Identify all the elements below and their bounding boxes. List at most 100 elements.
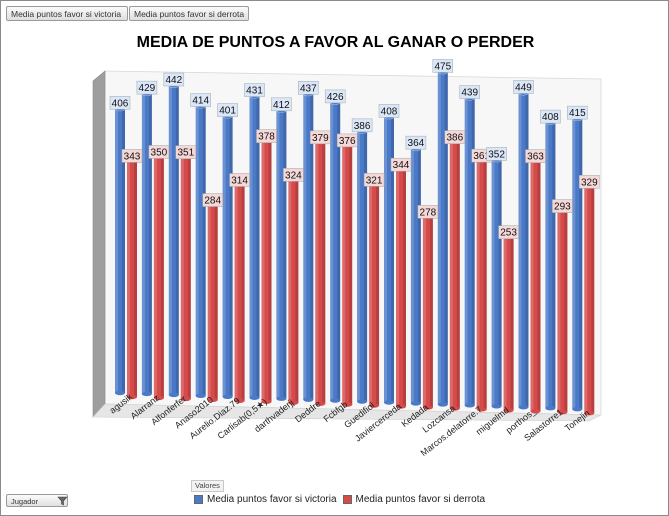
svg-text:431: 431 [246,86,263,97]
bar-derrota [126,154,138,400]
data-label-derrota: 314 [229,173,250,187]
data-label-victoria: 426 [324,89,346,104]
legend-label-derrota: Media puntos favor si derrota [355,494,486,505]
svg-text:376: 376 [339,136,356,147]
svg-text:351: 351 [177,148,194,159]
data-label-derrota: 378 [256,129,277,143]
bar-victoria [545,120,556,411]
svg-text:293: 293 [554,202,571,213]
svg-text:437: 437 [300,83,317,94]
data-label-derrota: 284 [202,193,223,207]
svg-text:350: 350 [151,147,168,158]
data-label-derrota: 329 [579,175,600,189]
bar-victoria [437,69,449,407]
bar-derrota [449,135,461,411]
bar-derrota [503,230,514,413]
svg-text:408: 408 [542,112,559,123]
chart-title: MEDIA DE PUNTOS A FAVOR AL GANAR O PERDE… [136,34,535,51]
legend-swatch-victoria [194,495,203,504]
bar-derrota [180,150,192,402]
data-label-victoria: 352 [486,147,507,161]
data-label-victoria: 442 [163,72,185,87]
bar-victoria [195,103,206,399]
svg-text:343: 343 [124,151,141,162]
bar-derrota [583,180,595,416]
data-label-victoria: 429 [136,80,158,95]
bar-victoria [410,146,422,406]
bar-victoria [141,91,153,397]
bar-victoria [222,113,233,399]
svg-text:429: 429 [139,83,156,94]
svg-text:344: 344 [393,160,410,171]
svg-text:439: 439 [461,88,478,99]
svg-text:379: 379 [312,133,329,144]
player-filter-button[interactable]: Jugador [6,494,68,507]
bar-victoria [464,95,476,408]
svg-text:321: 321 [366,175,383,186]
bars-group [114,69,595,416]
data-label-derrota: 343 [121,149,143,163]
svg-text:406: 406 [112,98,129,109]
values-field-label[interactable]: Valores [191,480,224,492]
bar-derrota [261,134,272,404]
svg-text:363: 363 [527,152,544,163]
data-label-victoria: 449 [513,80,534,94]
bar-derrota [234,178,245,403]
bar-victoria [356,128,368,404]
svg-text:401: 401 [219,106,236,117]
svg-text:412: 412 [273,100,290,111]
data-label-victoria: 439 [459,85,480,99]
data-label-victoria: 364 [405,135,427,150]
bar-victoria [491,157,502,409]
data-label-derrota: 379 [310,130,331,145]
bar-derrota [557,204,568,415]
data-label-victoria: 386 [351,118,373,133]
data-label-victoria: 415 [567,105,588,120]
bar-victoria [168,83,180,398]
data-label-derrota: 278 [417,205,439,219]
data-labels-group: 406 343 429 350 442 351 414 284 401 314 431 378 412 3… [109,59,600,239]
data-label-derrota: 253 [498,225,519,239]
data-label-derrota: 386 [444,130,466,144]
data-label-victoria: 414 [190,93,211,107]
data-label-victoria: 475 [432,59,454,73]
svg-text:324: 324 [285,170,302,181]
floor [92,403,602,422]
svg-text:278: 278 [420,207,437,218]
data-label-victoria: 408 [540,109,561,124]
data-label-derrota: 293 [552,199,573,213]
data-label-derrota: 324 [283,168,304,182]
player-filter-label: Jugador [11,497,39,506]
bar-derrota [422,210,434,410]
svg-text:414: 414 [192,96,209,107]
bar-derrota [207,198,218,403]
data-label-victoria: 406 [109,96,131,110]
bar-derrota [153,150,165,401]
bar-derrota [395,163,407,409]
svg-text:408: 408 [381,106,398,117]
svg-text:364: 364 [408,138,425,149]
svg-text:329: 329 [581,177,598,188]
data-label-derrota: 344 [390,157,412,172]
field-button-victoria[interactable]: Media puntos favor si victoria [6,6,128,21]
svg-text:314: 314 [231,176,248,187]
bar-derrota [314,135,326,406]
data-label-derrota: 321 [363,173,385,187]
svg-text:253: 253 [500,228,517,239]
svg-text:449: 449 [515,82,532,93]
bar-derrota [288,173,299,405]
field-button-derrota[interactable]: Media puntos favor si derrota [129,6,249,21]
bar-derrota [530,154,541,414]
data-label-derrota: 376 [336,133,358,148]
svg-text:426: 426 [327,92,344,103]
svg-text:361: 361 [473,151,490,162]
svg-text:378: 378 [258,132,275,143]
bar-victoria [276,107,287,401]
data-label-derrota: 350 [148,145,170,159]
bar-derrota [476,154,488,412]
svg-text:475: 475 [434,61,451,72]
svg-text:284: 284 [204,196,221,207]
legend-swatch-derrota [342,495,352,504]
data-label-victoria: 412 [271,97,292,112]
